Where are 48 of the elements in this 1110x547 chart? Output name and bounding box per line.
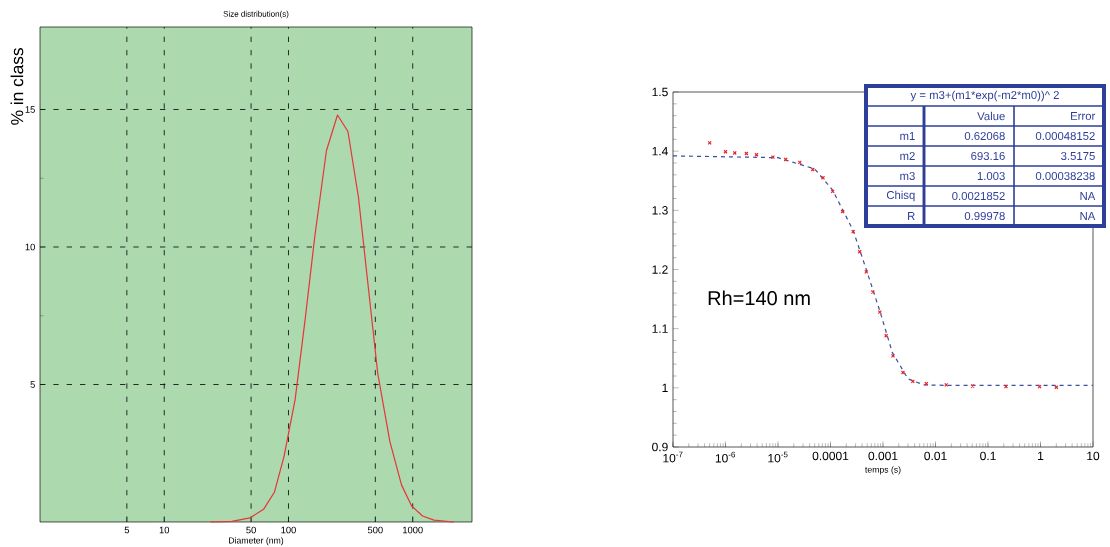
annotation: y = m3+(m1*exp(-m2*m0))^ 2: [910, 90, 1059, 102]
x-tick-label: 0.1: [980, 451, 996, 461]
x-tick-label: 0.001: [868, 451, 898, 461]
x-axis-title: temps (s): [865, 466, 901, 475]
y-tick-label: 1.4: [652, 147, 668, 156]
annotation: m1: [900, 132, 915, 140]
x-tick-label: 100: [281, 526, 296, 534]
annotation: 0.99978: [964, 211, 1005, 220]
annotation: 1.003: [977, 171, 1005, 180]
y-tick-label: 5: [30, 381, 35, 388]
chart-title: Size distribution(s): [223, 10, 289, 19]
y-tick-label: 0.9: [652, 442, 668, 452]
x-tick-label: 0.0001: [812, 451, 849, 461]
x-tick-label: 10$^{-7}$: [663, 451, 683, 463]
x-tick-label: 10$^{-5}$: [768, 451, 788, 463]
annotation: R: [908, 212, 915, 220]
x-tick-label: 50: [246, 526, 256, 534]
y-tick-label: 15: [25, 106, 35, 113]
annotation: 693.16: [971, 151, 1005, 160]
annotation: 0.62068: [964, 131, 1005, 140]
annotation: NA: [1080, 192, 1096, 200]
annotation: m3: [900, 171, 915, 180]
annotation: 0.00038238: [1035, 171, 1095, 180]
annotation: NA: [1080, 212, 1096, 220]
annotation: Value: [977, 111, 1005, 121]
x-tick-label: 1000: [403, 526, 423, 534]
y-tick-label: 1: [662, 383, 668, 392]
x-tick-label: 10: [159, 526, 170, 534]
annotation: Chisq: [886, 190, 915, 202]
y-axis-title: % in class: [10, 48, 24, 125]
annotation: Rh=140 nm: [708, 290, 810, 306]
y-tick-label: 10: [25, 243, 35, 251]
x-tick-label: 1: [1038, 451, 1044, 460]
y-tick-label: 1.2: [652, 265, 668, 274]
x-tick-label: 5: [124, 526, 130, 534]
annotation: Error: [1071, 112, 1096, 120]
annotation: m2: [900, 152, 915, 160]
annotation: 3.5175: [1061, 151, 1095, 160]
annotation: 0.0021852: [952, 191, 1005, 200]
x-tick-label: 10$^{-6}$: [715, 451, 736, 463]
y-tick-label: 1.1: [652, 324, 668, 333]
annotation: 0.00048152: [1035, 131, 1095, 140]
x-tick-label: 0.01: [924, 451, 947, 461]
x-tick-label: 10: [1087, 451, 1100, 461]
x-axis-title: Diameter (nm): [229, 537, 284, 546]
x-tick-label: 500: [367, 526, 383, 534]
y-tick-label: 1.3: [652, 206, 668, 215]
y-tick-label: 1.5: [652, 87, 668, 97]
